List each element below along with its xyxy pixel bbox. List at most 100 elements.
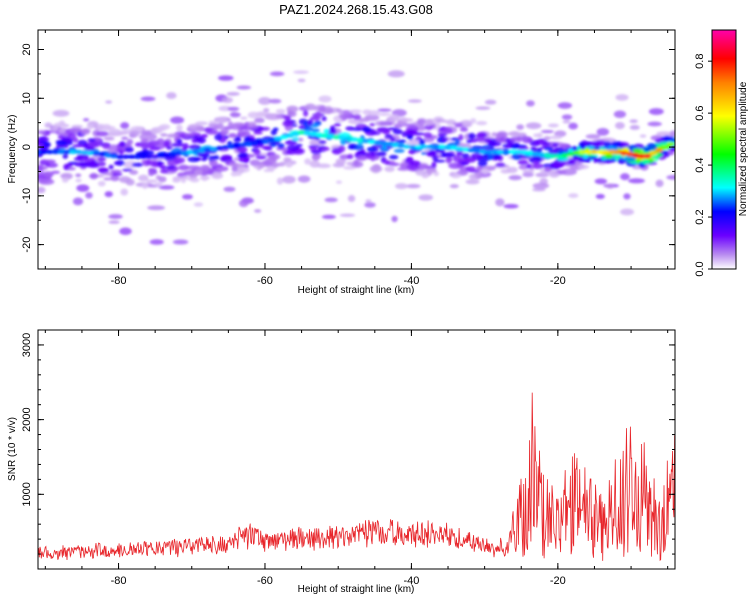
spectrogram-ridge-cell [602,149,611,155]
spectrogram-cell [417,119,426,126]
spectrogram-cell [110,175,120,182]
spectrogram-cell [418,194,434,201]
spectrogram-cell [129,169,139,175]
spectrogram-cell [381,144,388,150]
spectrogram-cell [400,161,409,167]
spectrogram-cell [309,160,321,168]
spectrogram-cell [121,136,129,141]
spectrogram-x-tick-label: -60 [257,275,273,287]
spectrogram-cell [400,118,414,123]
spectrogram-cell [147,205,166,211]
spectrogram-cell [360,148,366,156]
spectrogram-cell [431,161,437,168]
spectrogram-cell [518,164,529,170]
spectrogram-cell [471,145,484,150]
spectrogram-cell [173,157,186,164]
spectrogram-cell [97,157,107,162]
spectrogram-cell [468,173,477,180]
spectrogram-cell [395,183,408,190]
spectrogram-cell [332,162,345,168]
spectrogram-cell [176,124,183,132]
spectrogram-ridge-cell [578,149,587,155]
spectrogram-cell [129,130,140,138]
spectrogram-cell [165,165,176,170]
spectrogram-cell [76,154,89,162]
spectrogram-cell [97,167,109,172]
spectrogram-cell [445,156,452,164]
spectrogram-cell [53,122,67,128]
spectrogram-cell [208,123,219,127]
spectrogram-cell [623,193,631,200]
spectrogram-cell [424,119,434,127]
spectrogram-cell [303,127,314,132]
spectrogram-cell [201,177,208,181]
spectrogram-cell [324,197,338,203]
spectrogram-cell [182,194,193,200]
spectrogram-x-tick-label: -40 [403,275,419,287]
spectrogram-cell [329,125,336,132]
spectrogram-cell [376,151,387,157]
spectrogram-cell [67,132,77,139]
spectrogram-cell [263,168,272,173]
spectrogram-cell [52,109,70,117]
spectrogram-cell [465,179,480,185]
spectrogram-ridge-cell [660,145,669,150]
spectrogram-cell [217,122,224,130]
spectrogram-cell [108,214,123,219]
spectrogram-cell [241,130,251,137]
spectrogram-ridge-cell [637,153,646,159]
spectrogram-cell [275,108,286,114]
spectrogram-cell [549,135,562,140]
spectrogram-cell [163,140,171,148]
spectrogram-cell [454,124,462,128]
spectrogram-cell [253,149,261,156]
spectrogram-cell [38,178,55,185]
spectrogram-ridge-cell [496,149,505,155]
snr-x-tick-label: -80 [111,575,127,587]
spectrogram-cell [212,155,220,160]
spectrogram-panel: -80 -60 -40 -20 -20 -10 0 10 20 Height of strai… [7,29,676,296]
spectrogram-cell [425,150,437,157]
spectrogram-cell [440,119,448,123]
spectrogram-cell [154,182,163,187]
spectrogram-cell [619,160,625,164]
spectrogram-cell [131,162,144,167]
colorbar-tick-label: 0.8 [694,54,706,69]
spectrogram-cell [236,146,248,153]
spectrogram-cell [231,165,238,173]
spectrogram-cell [261,145,272,150]
spectrogram-cell [358,117,370,123]
spectrogram-cell [629,124,640,130]
spectrogram-cell [103,177,113,181]
spectrogram-cell [196,125,205,132]
spectrogram-cell [88,160,99,168]
spectrogram-cell [283,115,292,120]
spectrogram-cell [55,140,67,147]
spectrogram-cell [263,107,270,113]
spectrogram-cell [85,192,93,199]
spectrogram-cell [220,128,229,136]
spectrogram-cell [44,122,53,128]
spectrogram-cell [382,128,391,135]
spectrogram-cell [443,153,456,158]
spectrogram-cell [215,117,228,124]
spectrogram-cell [577,164,590,170]
colorbar-tick-label: 0.4 [694,157,706,172]
snr-panel: -80 -60 -40 -20 1000 2000 3000 Height of stra… [7,329,676,595]
spectrogram-y-tick-label: 0 [21,144,33,150]
spectrogram-cell [389,137,396,142]
spectrogram-ridge-cell [414,144,423,150]
spectrogram-cell [221,96,234,104]
spectrogram-cell [166,92,177,100]
spectrogram-cell [669,130,675,137]
spectrogram-cell [218,75,234,81]
spectrogram-cell [96,161,106,167]
spectrogram-cell [318,95,332,103]
spectrogram-cell [145,159,151,166]
spectrogram-cell [578,141,585,149]
colorbar-gradient [711,29,737,270]
spectrogram-ridge-cell [45,149,54,155]
spectrogram-cell [594,178,608,185]
spectrogram-cell [200,133,208,138]
spectrogram-cell [248,124,258,130]
